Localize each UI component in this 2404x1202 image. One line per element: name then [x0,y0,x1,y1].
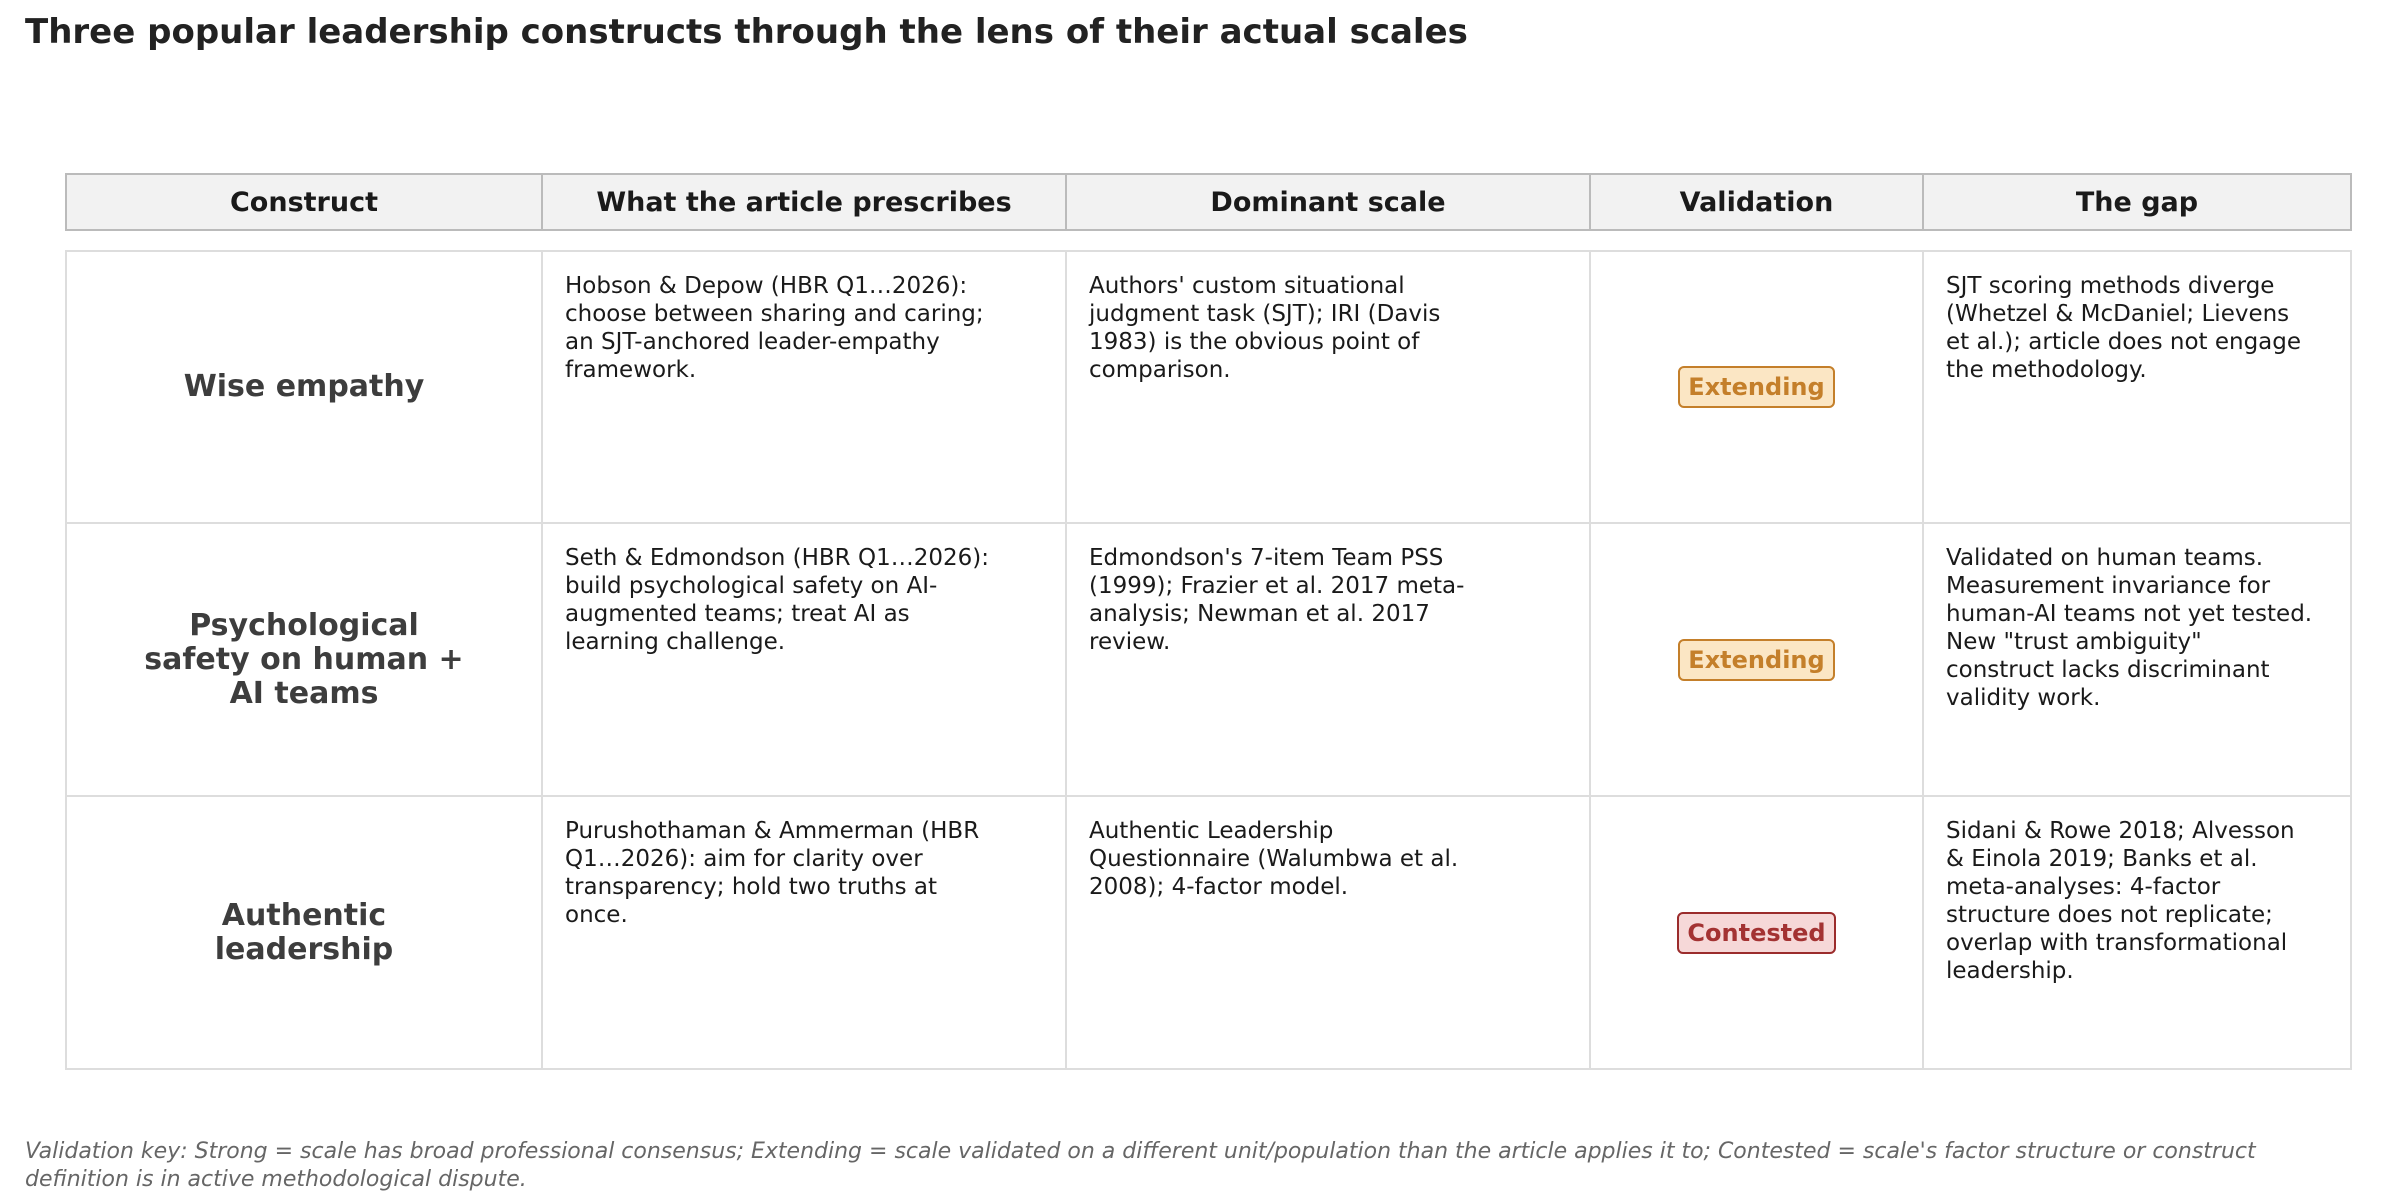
construct-cell: Authentic leadership [65,795,543,1070]
construct: Authentic leadership [214,897,394,967]
text-cell: Authors' custom situational judgment tas… [1065,250,1591,524]
cell-text: Edmondson's 7-item Team PSS (1999); Fraz… [1089,545,1465,655]
footnote: Validation key: Strong = scale has broad… [25,1139,2256,1192]
header-cell: What the article prescribes [541,173,1067,231]
validation-cell: Extending [1589,522,1924,797]
cell-text: Purushothaman & Ammerman (HBR Q1…2026): … [565,818,980,928]
text-cell: Purushothaman & Ammerman (HBR Q1…2026): … [541,795,1067,1070]
validation-badge: Contested [1677,911,1836,954]
cell-text: Authentic Leadership Questionnaire (Walu… [1089,818,1459,900]
construct-cell: Wise empathy [65,250,543,524]
text-cell: Validated on human teams. Measurement in… [1922,522,2352,797]
validation-cell: Extending [1589,250,1924,524]
header-cell: Validation [1589,173,1924,231]
text-cell: Hobson & Depow (HBR Q1…2026): choose bet… [541,250,1067,524]
header-cell: Construct [65,173,543,231]
cell-text: Hobson & Depow (HBR Q1…2026): choose bet… [565,273,984,383]
construct: Psychological safety on human + AI teams [144,607,464,711]
cell-text: Validated on human teams. Measurement in… [1946,545,2313,711]
construct-cell: Psychological safety on human + AI teams [65,522,543,797]
text-cell: SJT scoring methods diverge (Whetzel & M… [1922,250,2352,524]
text-cell: Seth & Edmondson (HBR Q1…2026): build ps… [541,522,1067,797]
validation-badge: Extending [1678,366,1835,408]
header-cell: Dominant scale [1065,173,1591,231]
text-cell: Edmondson's 7-item Team PSS (1999); Fraz… [1065,522,1591,797]
title: Three popular leadership constructs thro… [25,12,1468,52]
cell-text: Seth & Edmondson (HBR Q1…2026): build ps… [565,545,989,655]
cell-text: Authors' custom situational judgment tas… [1089,273,1441,383]
cell-text: SJT scoring methods diverge (Whetzel & M… [1946,273,2302,383]
text-cell: Sidani & Rowe 2018; Alvesson & Einola 20… [1922,795,2352,1070]
construct: Wise empathy [183,369,425,404]
header-cell: The gap [1922,173,2352,231]
validation-cell: Contested [1589,795,1924,1070]
validation-badge: Extending [1678,638,1835,681]
text-cell: Authentic Leadership Questionnaire (Walu… [1065,795,1591,1070]
cell-text: Sidani & Rowe 2018; Alvesson & Einola 20… [1946,818,2295,984]
